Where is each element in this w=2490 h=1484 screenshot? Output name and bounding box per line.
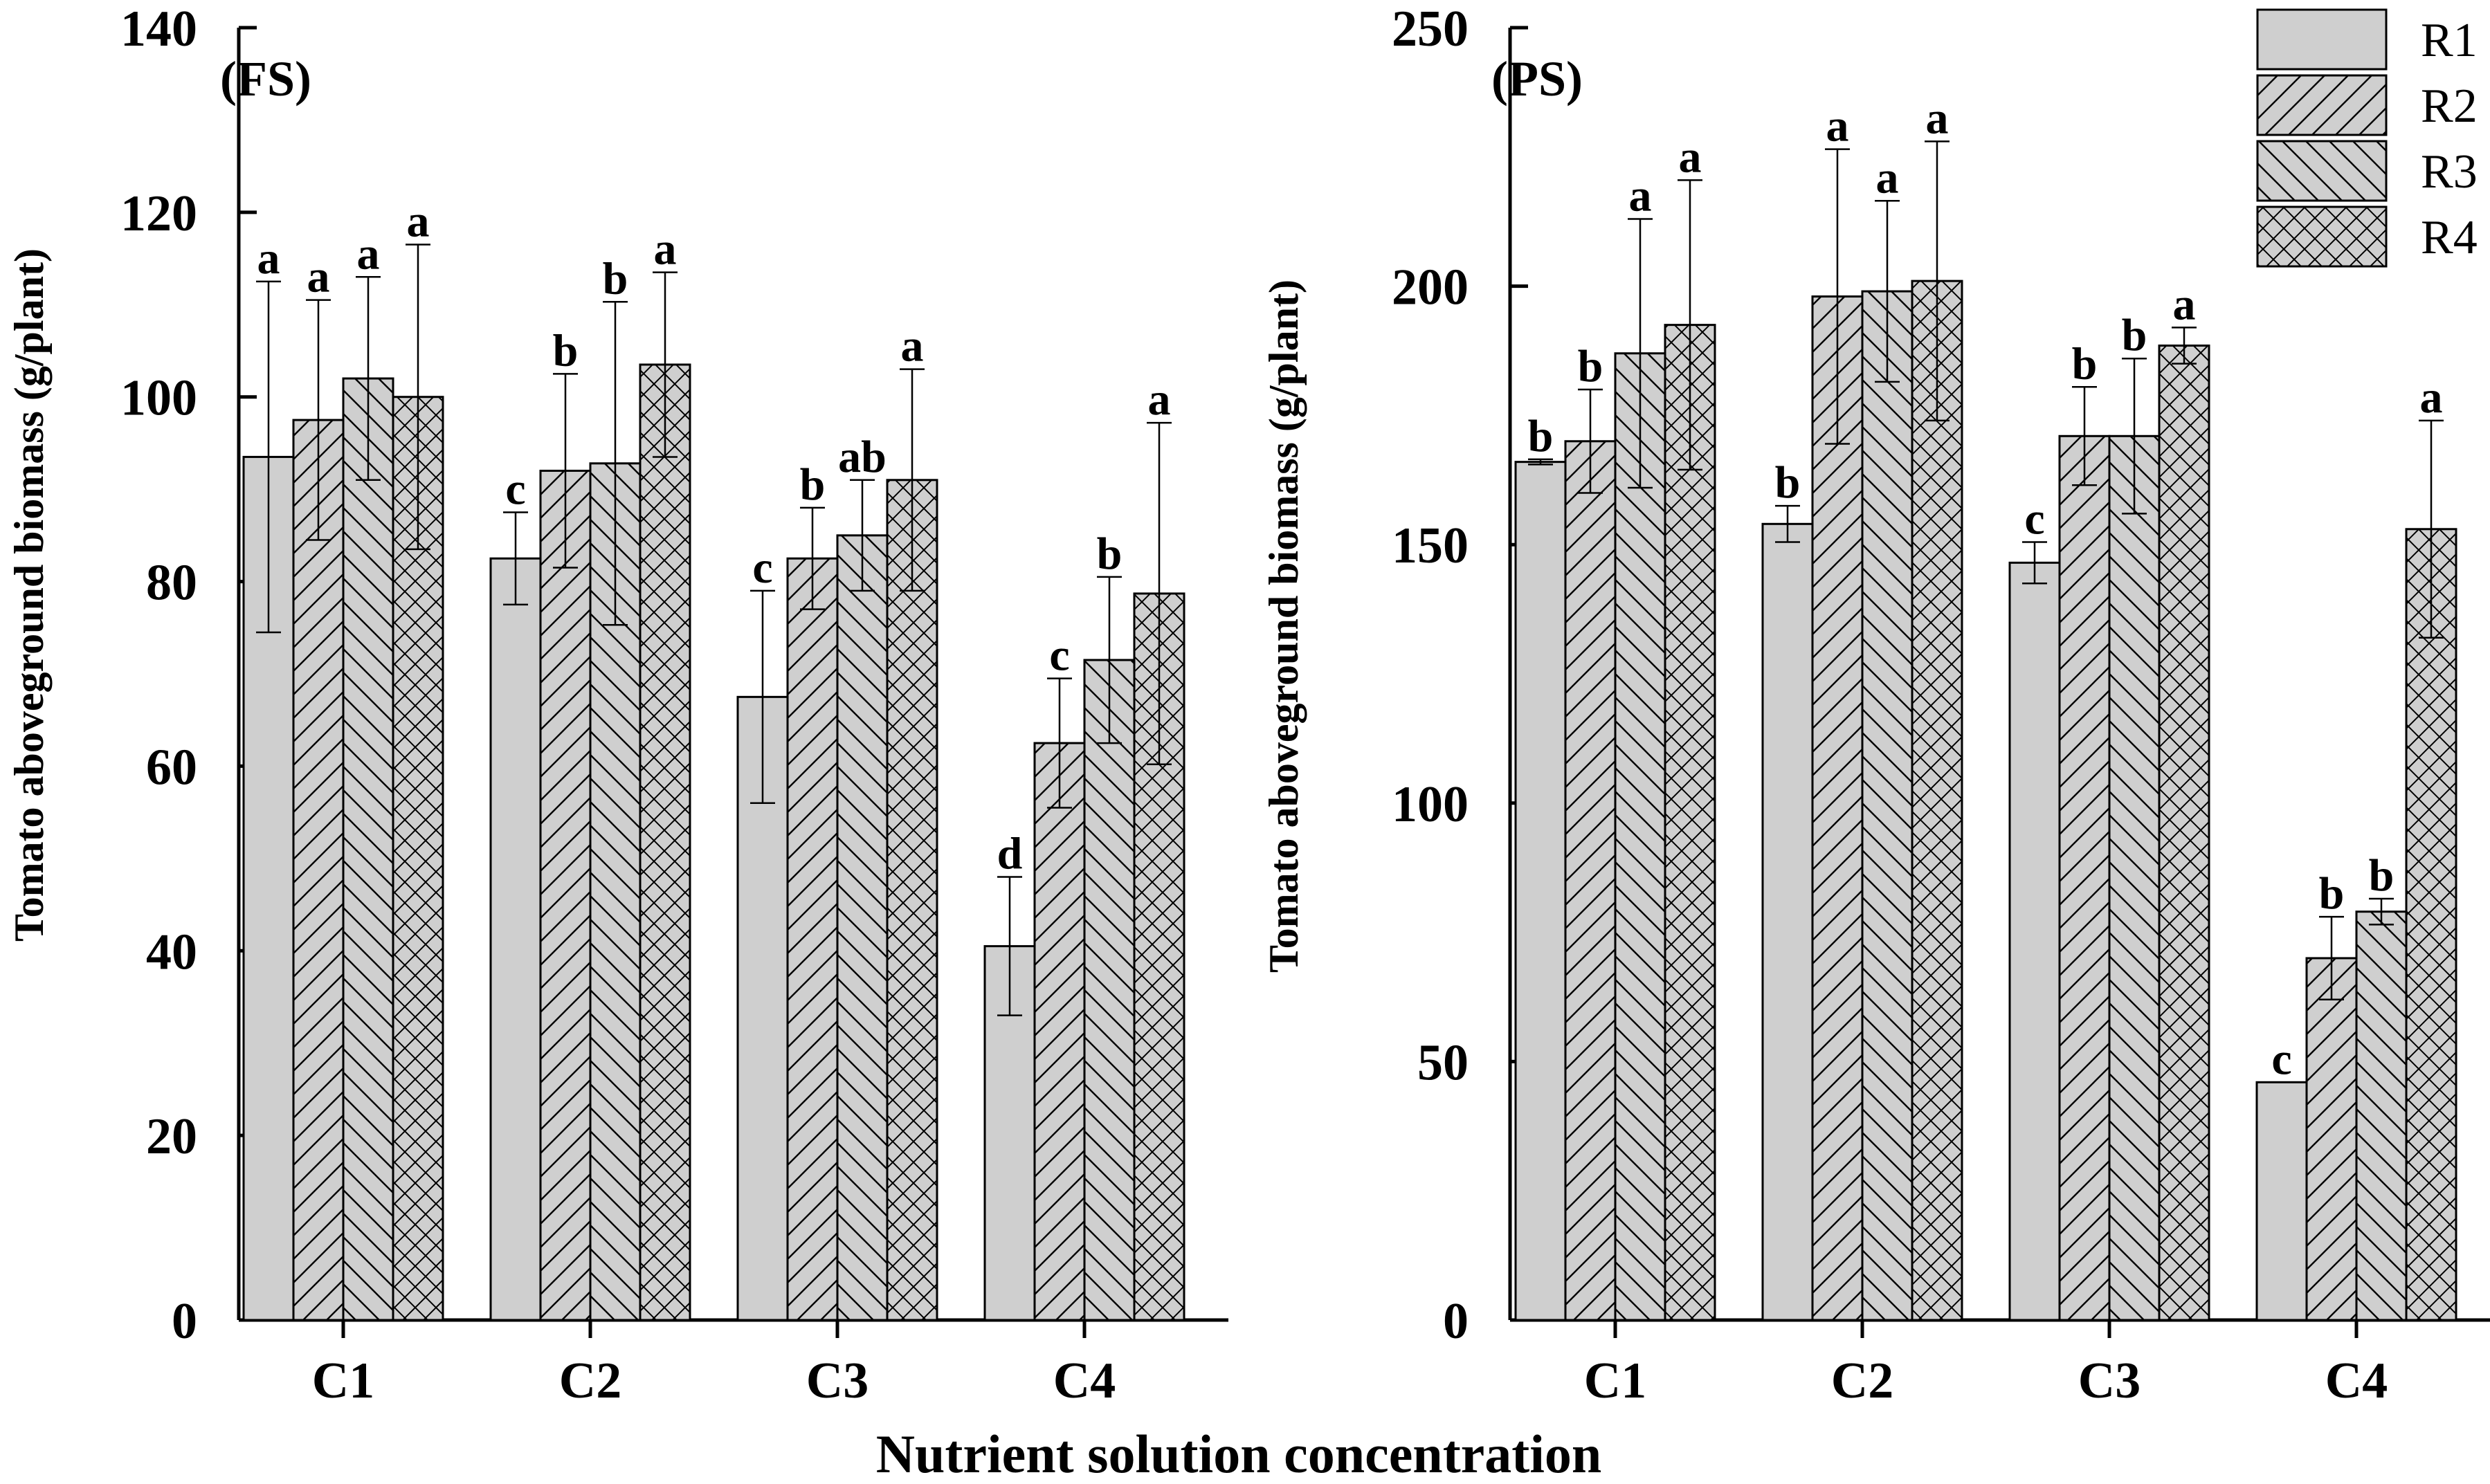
- bar-r2-c1: [1564, 440, 1617, 1321]
- significance-letter: a: [1679, 131, 1702, 182]
- y-tick-label: 140: [120, 1, 197, 57]
- bar-r3-c4: [1083, 659, 1136, 1321]
- y-tick-label: 100: [120, 370, 197, 427]
- legend-label-r3: R3: [2421, 145, 2478, 199]
- panel-title: (FS): [220, 51, 311, 107]
- bar-r2-c4: [1033, 742, 1086, 1321]
- bar-r4-c1: [392, 396, 444, 1321]
- x-tick-label: C2: [1831, 1353, 1893, 1409]
- significance-letter: b: [1578, 341, 1603, 392]
- y-tick-label: 50: [1417, 1034, 1469, 1091]
- bar-r3-c4: [2355, 910, 2408, 1321]
- bar-r2-c3: [786, 557, 839, 1321]
- legend-swatch-r4: [2256, 205, 2388, 268]
- legend-label-r1: R1: [2421, 14, 2478, 67]
- y-tick-label: 20: [146, 1108, 197, 1165]
- y-tick-label: 150: [1392, 517, 1469, 574]
- x-axis-label: Nutrient solution concentration: [876, 1424, 1602, 1484]
- legend-swatch-r1: [2256, 8, 2388, 71]
- panel-fs: 0 20 40 60 80 100 120 140 (FS) Tomato aboveground…: [6, 1, 1228, 1409]
- significance-letter: a: [1629, 170, 1652, 221]
- significance-letter: a: [307, 252, 330, 302]
- y-axis-label: Tomato aboveground biomass (g/plant): [1261, 280, 1307, 973]
- bar-r4-c2: [639, 363, 691, 1321]
- panel-title: (PS): [1491, 51, 1583, 107]
- bar-r1-c3: [736, 695, 789, 1321]
- y-tick-label: 200: [1392, 259, 1469, 316]
- legend-swatch-r2: [2256, 74, 2388, 136]
- bar-r1-c4: [2255, 1081, 2308, 1321]
- significance-letter: b: [1097, 529, 1123, 579]
- significance-letter: a: [1148, 374, 1171, 425]
- bar-r1-c3: [2008, 561, 2061, 1321]
- x-tick-label: C4: [2325, 1353, 2388, 1409]
- significance-letter: b: [1775, 457, 1801, 508]
- significance-letter: a: [357, 228, 380, 279]
- y-tick-label: 80: [146, 555, 197, 612]
- y-tick-label: 0: [1443, 1293, 1469, 1350]
- y-tick-label: 60: [146, 739, 197, 796]
- bar-r3-c3: [836, 534, 889, 1321]
- y-tick-label: 0: [172, 1293, 197, 1350]
- significance-letter: a: [257, 233, 280, 284]
- bar-r1-c2: [489, 557, 542, 1321]
- bar-r1-c1: [1514, 461, 1567, 1321]
- y-tick-label: 120: [120, 185, 197, 242]
- significance-letter: a: [407, 196, 430, 247]
- significance-letter: a: [901, 321, 924, 372]
- significance-letter: a: [2420, 372, 2443, 423]
- legend: R1 R2 R3 R4: [2256, 8, 2478, 268]
- bar-r4-c1: [1664, 324, 1716, 1321]
- significance-letter: c: [752, 542, 772, 593]
- legend-label-r4: R4: [2421, 211, 2478, 264]
- significance-letter: c: [2024, 493, 2044, 544]
- bar-r3-c3: [2108, 434, 2161, 1321]
- significance-letter: c: [2271, 1034, 2291, 1084]
- significance-letter: ab: [838, 432, 887, 482]
- x-tick-label: C2: [559, 1353, 621, 1409]
- x-tick-label: C3: [806, 1353, 869, 1409]
- significance-letter: b: [1528, 411, 1554, 461]
- bar-r2-c1: [292, 419, 345, 1321]
- significance-letter: a: [2173, 279, 2196, 329]
- significance-letter: b: [2369, 850, 2394, 901]
- significance-letter: b: [603, 253, 628, 304]
- x-tick-label: C1: [312, 1353, 374, 1409]
- significance-letter: b: [800, 459, 826, 510]
- significance-letter: b: [2122, 310, 2147, 360]
- bar-r2-c3: [2058, 434, 2111, 1321]
- x-tick-label: C3: [2078, 1353, 2141, 1409]
- y-tick-label: 100: [1392, 776, 1469, 833]
- bar-r4-c4: [2405, 528, 2457, 1321]
- bar-r2-c2: [539, 469, 592, 1321]
- legend-swatch-r3: [2256, 140, 2388, 202]
- bar-r4-c2: [1911, 280, 1963, 1321]
- y-axis-label: Tomato aboveground biomass (g/plant): [6, 248, 52, 942]
- significance-letter: b: [2072, 338, 2098, 389]
- bar-r3-c2: [1861, 290, 1914, 1321]
- x-tick-label: C1: [1584, 1353, 1646, 1409]
- y-tick-label: 40: [146, 924, 197, 980]
- y-tick-label: 250: [1392, 1, 1469, 57]
- bar-r2-c2: [1811, 295, 1864, 1321]
- x-tick-label: C4: [1053, 1353, 1116, 1409]
- bar-r3-c1: [1614, 352, 1666, 1321]
- significance-letter: c: [1049, 630, 1069, 681]
- significance-letter: a: [1926, 93, 1949, 143]
- bar-r1-c2: [1761, 522, 1814, 1321]
- bar-r2-c4: [2305, 957, 2358, 1321]
- significance-letter: a: [1876, 152, 1899, 203]
- bar-r4-c3: [886, 479, 938, 1321]
- legend-label-r2: R2: [2421, 80, 2478, 133]
- significance-letter: c: [505, 464, 525, 515]
- significance-letter: d: [997, 829, 1023, 879]
- bar-r4-c3: [2158, 345, 2210, 1321]
- bar-r3-c1: [342, 377, 394, 1321]
- significance-letter: b: [2319, 868, 2345, 919]
- significance-letter: b: [553, 325, 579, 376]
- panel-ps: 0 50 100 150 200 250 (PS) Tomato aboveground bi…: [1261, 1, 2490, 1409]
- significance-letter: a: [654, 224, 677, 275]
- significance-letter: a: [1826, 101, 1849, 152]
